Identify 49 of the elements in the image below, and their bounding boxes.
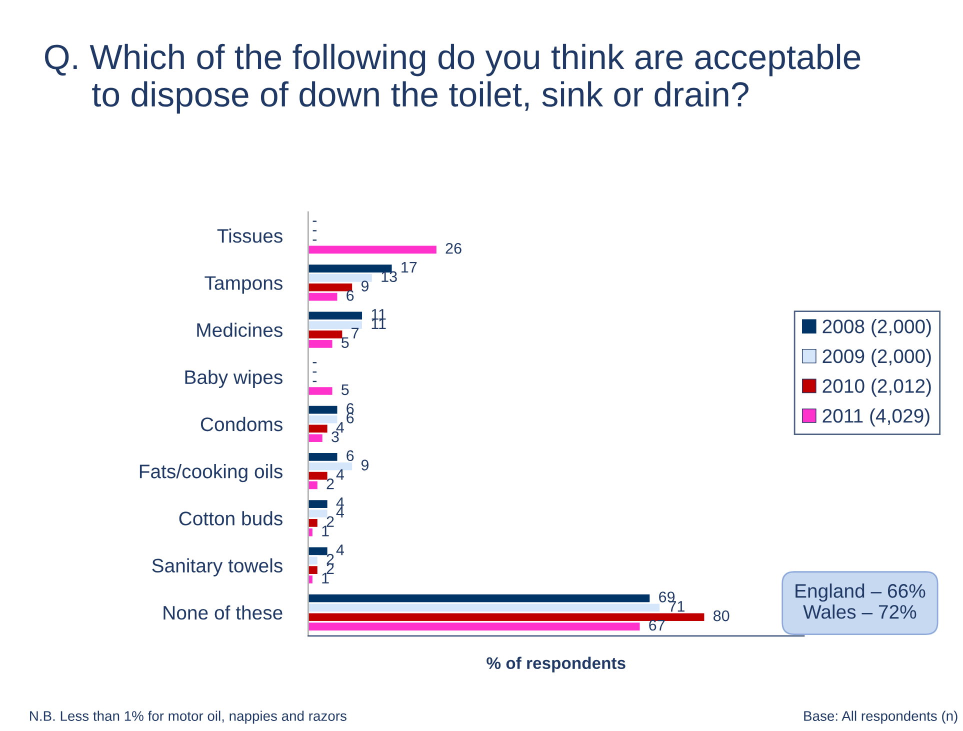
- text: -: [312, 371, 317, 373]
- data-label: 3: [332, 431, 339, 442]
- data-label: 6: [346, 290, 354, 301]
- data-label: 9: [361, 280, 369, 292]
- data-label: 4: [336, 422, 344, 433]
- data-label: 7: [352, 328, 359, 338]
- bar: [308, 386, 334, 396]
- y-tick-label: Tissues: [217, 228, 282, 243]
- data-label: 9: [361, 460, 369, 470]
- x-axis-title: % of respondents: [486, 656, 626, 672]
- legend-label: 2010 (2,012): [822, 378, 931, 397]
- text: -: [312, 220, 317, 222]
- data-label: 17: [402, 262, 417, 272]
- y-tick-label: Tampons: [204, 276, 282, 294]
- data-label: 67: [649, 620, 665, 631]
- data-label: 1: [322, 572, 329, 584]
- text: -: [312, 230, 317, 232]
- data-label: 26: [446, 242, 462, 254]
- data-label: 71: [669, 601, 684, 612]
- data-label: 4: [336, 469, 344, 480]
- y-tick-label: Fats/cooking oils: [140, 464, 282, 482]
- y-tick-label: Medicines: [197, 322, 282, 337]
- text: -: [312, 362, 317, 364]
- text: Base: All respondents (n): [804, 710, 958, 724]
- legend-label: 2008 (2,000): [822, 319, 931, 338]
- data-label: 13: [382, 271, 397, 282]
- data-label: 2: [326, 478, 334, 490]
- data-label: 5: [342, 384, 349, 396]
- data-label: 4: [336, 544, 344, 556]
- chart-title: Q. Which of the following do you think are acceptable to dispose of down the toilet, sink or drain?: [44, 44, 860, 114]
- data-label: 2: [326, 516, 334, 527]
- text: -: [312, 380, 317, 382]
- data-label: 80: [714, 610, 730, 622]
- text: N.B. Less than 1% for motor oil, nappies and razors: [30, 710, 346, 724]
- data-label: 6: [346, 450, 354, 462]
- y-tick-label: Cotton buds: [179, 511, 282, 526]
- legend-label: 2011 (4,029): [822, 408, 930, 427]
- y-tick-label: Sanitary towels: [152, 558, 282, 576]
- y-tick-label: Condoms: [200, 416, 282, 432]
- bar: [308, 244, 438, 255]
- text: England – 66% Wales – 72%: [796, 584, 926, 619]
- data-label: 4: [336, 506, 344, 518]
- data-label: 5: [342, 337, 349, 348]
- text: -: [312, 240, 317, 241]
- data-label: 1: [322, 526, 329, 536]
- legend-label: 2009 (2,000): [822, 348, 931, 367]
- y-tick-label: None of these: [164, 605, 282, 620]
- y-tick-label: Baby wipes: [185, 370, 282, 388]
- data-label: 69: [659, 592, 675, 602]
